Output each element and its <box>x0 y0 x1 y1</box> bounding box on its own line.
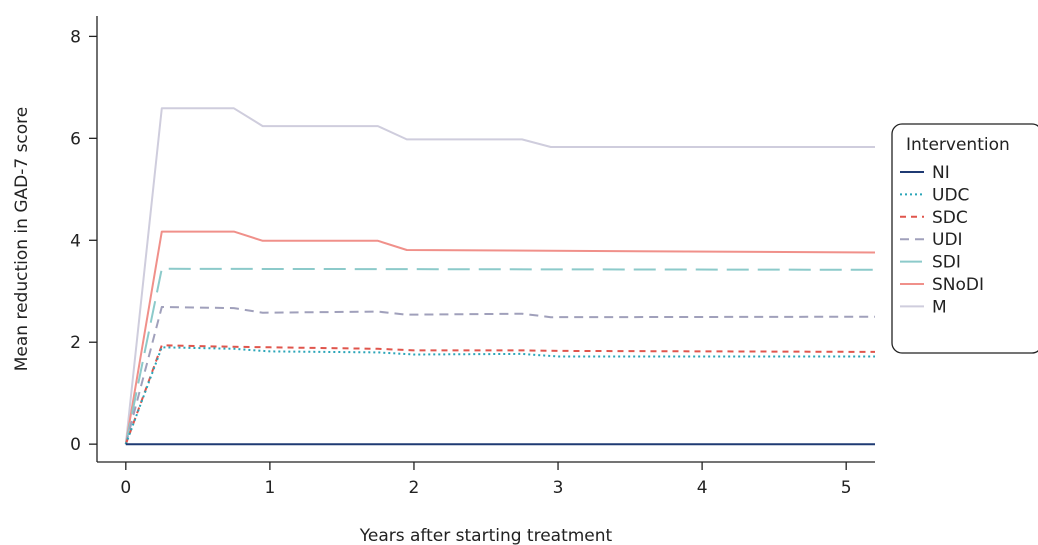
y-tick-label: 2 <box>70 333 81 353</box>
x-tick-label: 2 <box>409 478 420 498</box>
series-line-sdi <box>124 267 876 445</box>
y-tick-label: 8 <box>70 27 81 47</box>
legend-label-udi: UDI <box>932 230 963 250</box>
y-tick-label: 0 <box>70 435 81 455</box>
ticks: 0 1 2 3 4 5 0 2 4 6 8 <box>70 27 851 498</box>
series-line-udi <box>124 306 876 445</box>
legend-label-sdc: SDC <box>932 208 968 228</box>
legend-label-udc: UDC <box>932 185 969 205</box>
axes <box>96 16 875 463</box>
x-tick-label: 0 <box>120 478 131 498</box>
x-tick-label: 5 <box>841 478 852 498</box>
x-axis-title: Years after starting treatment <box>359 526 613 545</box>
y-tick-label: 4 <box>70 231 81 251</box>
series-lines <box>124 107 876 446</box>
x-tick-label: 4 <box>697 478 708 498</box>
legend-label-ni: NI <box>932 163 950 183</box>
legend-label-m: M <box>932 297 947 317</box>
x-tick-label: 1 <box>264 478 275 498</box>
series-line-udc <box>124 346 875 445</box>
y-axis-title: Mean reduction in GAD-7 score <box>12 107 32 372</box>
y-tick-label: 6 <box>70 129 81 149</box>
legend-box <box>891 123 1038 354</box>
legend-label-sdi: SDI <box>932 253 961 273</box>
x-tick-label: 3 <box>553 478 564 498</box>
series-line-sdc <box>124 344 876 445</box>
legend-label-snodi: SNoDI <box>932 275 984 295</box>
series-line-snodi <box>124 230 876 445</box>
legend-title: Intervention <box>906 135 1010 155</box>
series-line-m <box>124 107 875 445</box>
